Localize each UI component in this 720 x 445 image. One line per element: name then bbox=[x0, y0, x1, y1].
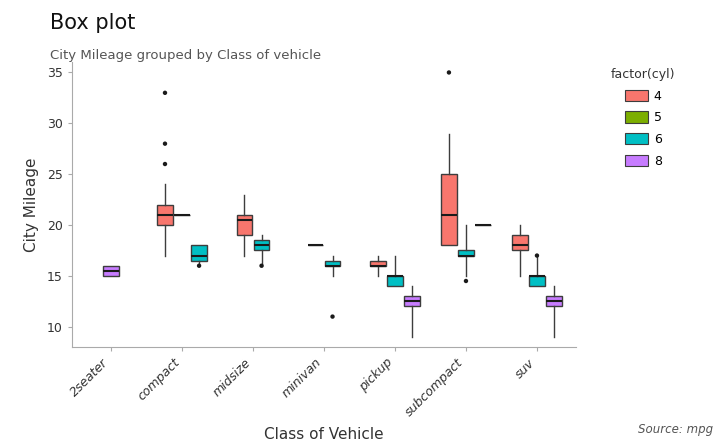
Bar bbox=[458, 251, 474, 255]
Bar bbox=[546, 296, 562, 307]
Y-axis label: City Mileage: City Mileage bbox=[24, 158, 39, 252]
Bar bbox=[512, 235, 528, 251]
Point bbox=[327, 313, 338, 320]
Bar bbox=[253, 240, 269, 251]
Bar bbox=[237, 215, 252, 235]
Bar bbox=[157, 205, 173, 225]
Text: City Mileage grouped by Class of vehicle: City Mileage grouped by Class of vehicle bbox=[50, 49, 322, 62]
Text: Source: mpg: Source: mpg bbox=[638, 423, 713, 436]
Point bbox=[159, 140, 171, 147]
Bar bbox=[103, 266, 119, 276]
X-axis label: Class of Vehicle: Class of Vehicle bbox=[264, 428, 384, 442]
Point bbox=[444, 69, 455, 76]
Bar bbox=[387, 276, 402, 286]
Bar bbox=[370, 261, 386, 266]
Legend: 4, 5, 6, 8: 4, 5, 6, 8 bbox=[606, 63, 680, 173]
Point bbox=[256, 262, 267, 269]
Bar bbox=[441, 174, 456, 245]
Bar bbox=[529, 276, 545, 286]
Point bbox=[193, 262, 204, 269]
Point bbox=[531, 252, 543, 259]
Text: Box plot: Box plot bbox=[50, 13, 136, 33]
Point bbox=[159, 89, 171, 97]
Point bbox=[159, 161, 171, 168]
Bar bbox=[325, 261, 341, 266]
Bar bbox=[192, 245, 207, 261]
Bar bbox=[404, 296, 420, 307]
Point bbox=[460, 277, 472, 284]
